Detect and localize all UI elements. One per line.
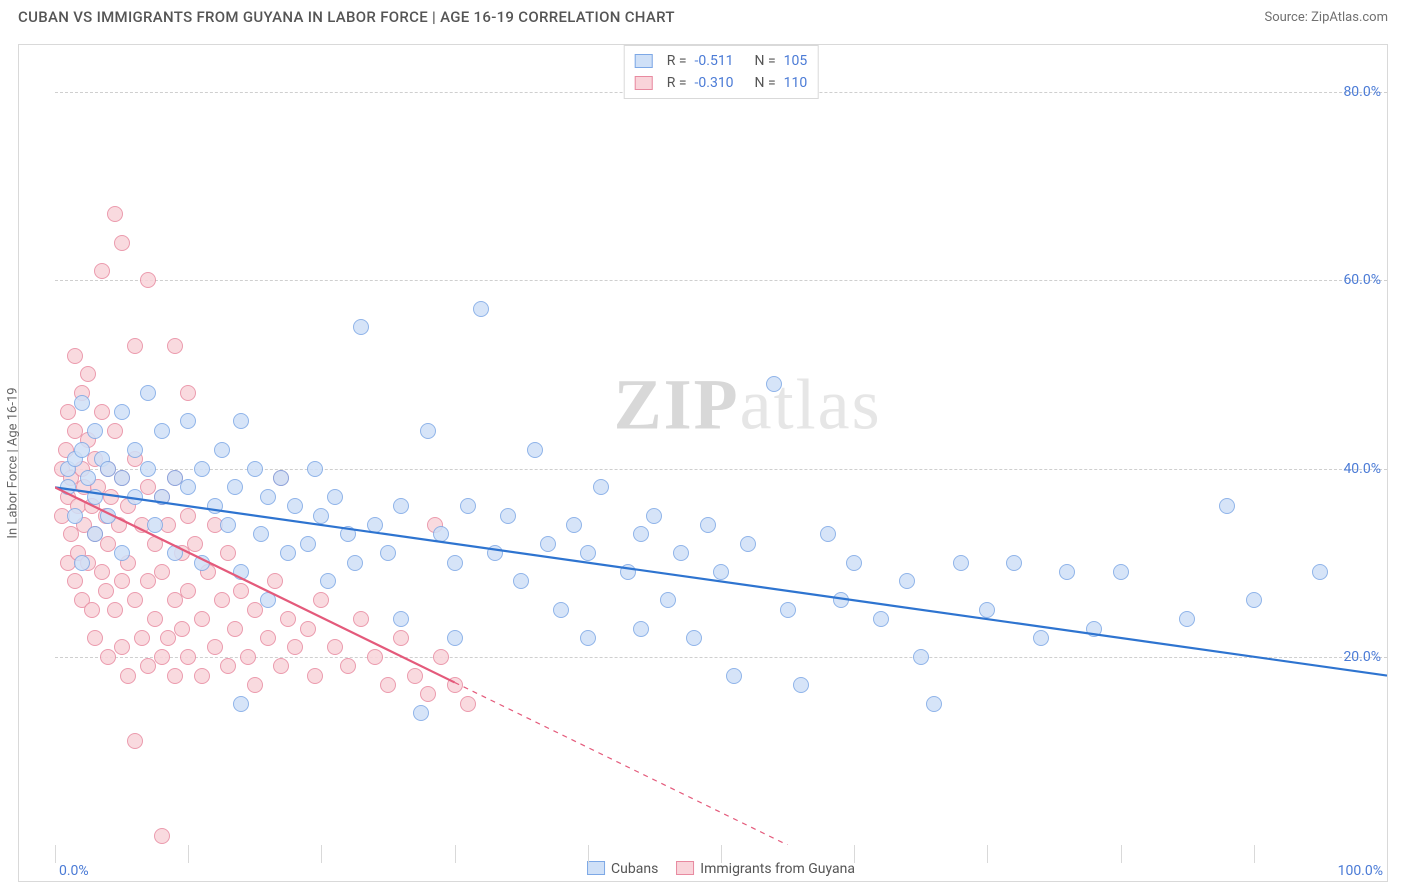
regression-line xyxy=(55,487,1387,675)
x-tick xyxy=(987,845,988,863)
x-tick xyxy=(588,845,589,863)
legend-row: R = -0.310 N = 110 xyxy=(635,72,808,94)
correlation-legend: R = -0.511 N = 105 R = -0.310 N = 110 xyxy=(624,45,819,99)
x-tick-label-min: 0.0% xyxy=(59,863,89,879)
r-value: -0.310 xyxy=(695,75,747,91)
legend-row: R = -0.511 N = 105 xyxy=(635,50,808,72)
n-value: 105 xyxy=(784,53,808,69)
source-prefix: Source: xyxy=(1264,10,1311,25)
x-axis: Cubans Immigrants from Guyana 0.0% 100.0% xyxy=(55,845,1387,881)
legend-item-cubans: Cubans xyxy=(587,861,658,877)
x-tick xyxy=(1254,845,1255,863)
series-legend: Cubans Immigrants from Guyana xyxy=(587,861,855,877)
regression-line-extrapolated xyxy=(455,682,788,845)
n-value: 110 xyxy=(784,75,808,91)
legend-label-cubans: Cubans xyxy=(611,861,658,877)
x-tick xyxy=(1121,845,1122,863)
regression-lines-layer xyxy=(55,45,1387,845)
source-attribution: Source: ZipAtlas.com xyxy=(1264,10,1388,25)
n-label: N = xyxy=(755,75,776,91)
y-axis-label: In Labor Force | Age 16-19 xyxy=(6,387,21,538)
x-tick xyxy=(55,845,56,863)
swatch-icon xyxy=(635,76,653,90)
legend-label-guyana: Immigrants from Guyana xyxy=(700,861,855,877)
swatch-guyana xyxy=(676,861,694,875)
chart-title: CUBAN VS IMMIGRANTS FROM GUYANA IN LABOR… xyxy=(18,8,675,26)
r-label: R = xyxy=(667,53,687,69)
x-tick xyxy=(321,845,322,863)
legend-item-guyana: Immigrants from Guyana xyxy=(676,861,855,877)
chart-frame: In Labor Force | Age 16-19 ZIPatlas R =-… xyxy=(18,44,1388,882)
r-label: R = xyxy=(667,75,687,91)
r-value: -0.511 xyxy=(695,53,747,69)
swatch-cubans xyxy=(587,861,605,875)
source-link[interactable]: ZipAtlas.com xyxy=(1311,10,1388,25)
x-tick xyxy=(721,845,722,863)
plot-area: ZIPatlas R =-0.511N =105R =-0.310N =110 … xyxy=(55,45,1387,845)
x-tick xyxy=(188,845,189,863)
n-label: N = xyxy=(755,53,776,69)
x-tick xyxy=(455,845,456,863)
x-tick xyxy=(1387,845,1388,863)
x-tick xyxy=(854,845,855,863)
swatch-icon xyxy=(635,54,653,68)
x-tick-label-max: 100.0% xyxy=(1338,863,1383,879)
